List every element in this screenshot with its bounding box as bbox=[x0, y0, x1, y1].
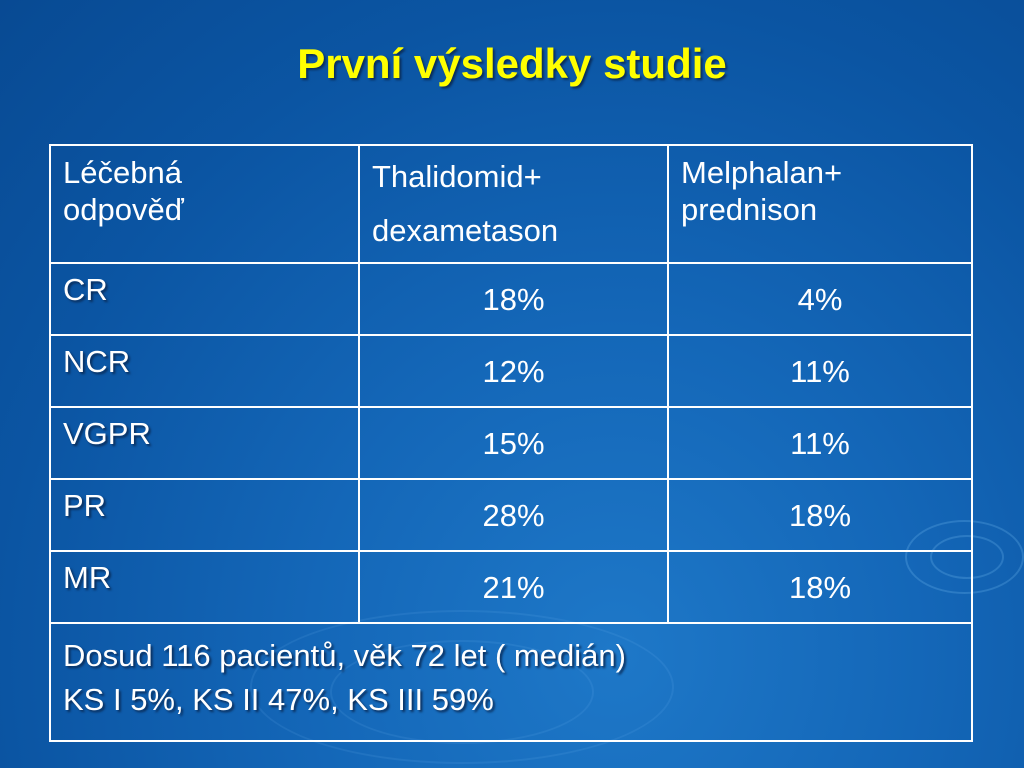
thalidomide-value: 15% bbox=[358, 406, 669, 480]
row-label: CR bbox=[49, 262, 360, 336]
melphalan-value: 4% bbox=[667, 262, 973, 336]
header-thalidomide-line2: dexametason bbox=[372, 213, 559, 248]
slide-title: První výsledky studie bbox=[297, 40, 727, 87]
table-row: PR 28% 18% bbox=[49, 478, 973, 552]
results-table: Léčebná odpověď Thalidomid+ dexametason … bbox=[49, 144, 973, 742]
table-row: CR 18% 4% bbox=[49, 262, 973, 336]
thalidomide-value: 28% bbox=[358, 478, 669, 552]
header-melphalan: Melphalan+ prednison bbox=[667, 144, 973, 264]
header-response-line1: Léčebná bbox=[63, 155, 182, 190]
header-melphalan-line1: Melphalan+ bbox=[681, 155, 843, 190]
footer-line-patients: Dosud 116 pacientů, věk 72 let ( medián) bbox=[63, 638, 626, 673]
table-footer-row: Dosud 116 pacientů, věk 72 let ( medián)… bbox=[49, 622, 973, 742]
melphalan-value: 18% bbox=[667, 550, 973, 624]
thalidomide-value: 12% bbox=[358, 334, 669, 408]
header-response: Léčebná odpověď bbox=[49, 144, 360, 264]
table-row: VGPR 15% 11% bbox=[49, 406, 973, 480]
row-label: PR bbox=[49, 478, 360, 552]
row-label: MR bbox=[49, 550, 360, 624]
thalidomide-value: 18% bbox=[358, 262, 669, 336]
row-label: VGPR bbox=[49, 406, 360, 480]
table-row: MR 21% 18% bbox=[49, 550, 973, 624]
footer-line-stages: KS I 5%, KS II 47%, KS III 59% bbox=[63, 682, 494, 717]
melphalan-value: 18% bbox=[667, 478, 973, 552]
row-label: NCR bbox=[49, 334, 360, 408]
table-row: NCR 12% 11% bbox=[49, 334, 973, 408]
header-thalidomide: Thalidomid+ dexametason bbox=[358, 144, 669, 264]
melphalan-value: 11% bbox=[667, 406, 973, 480]
footer-note: Dosud 116 pacientů, věk 72 let ( medián)… bbox=[49, 622, 973, 742]
header-response-line2: odpověď bbox=[63, 192, 184, 227]
melphalan-value: 11% bbox=[667, 334, 973, 408]
table-header-row: Léčebná odpověď Thalidomid+ dexametason … bbox=[49, 144, 973, 264]
header-melphalan-line2: prednison bbox=[681, 192, 818, 227]
header-thalidomide-line1: Thalidomid+ bbox=[372, 159, 542, 194]
thalidomide-value: 21% bbox=[358, 550, 669, 624]
